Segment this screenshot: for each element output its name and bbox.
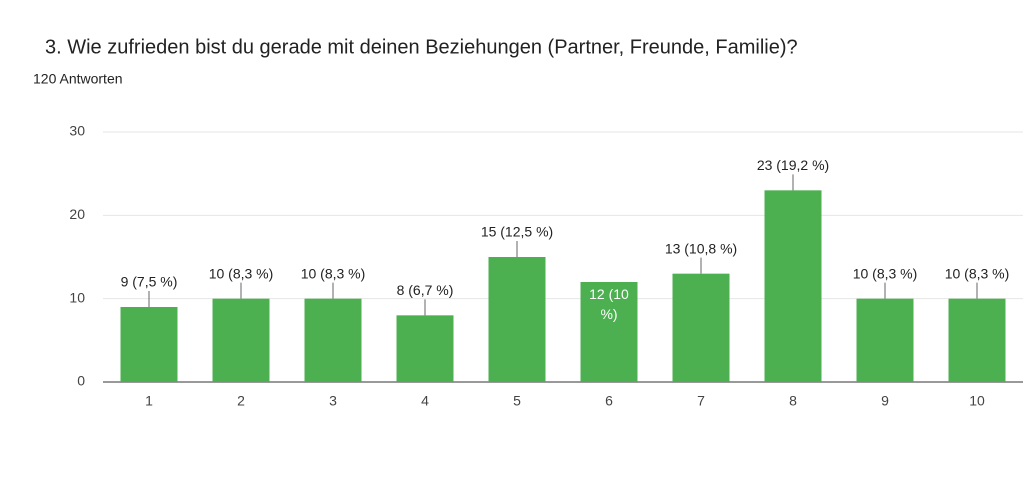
bar [672, 273, 730, 382]
x-tick-label: 5 [513, 393, 521, 409]
x-tick-label: 10 [969, 393, 985, 409]
x-tick-label: 4 [421, 393, 429, 409]
x-tick-label: 2 [237, 393, 245, 409]
value-label: 10 (8,3 %) [209, 265, 274, 281]
bar [580, 282, 638, 382]
value-label: 13 (10,8 %) [665, 240, 737, 256]
bar [212, 298, 270, 382]
x-tick-label: 8 [789, 393, 797, 409]
value-label: 10 (8,3 %) [945, 265, 1010, 281]
x-tick-label: 7 [697, 393, 705, 409]
bar [488, 257, 546, 382]
bar [120, 307, 178, 382]
value-label: 8 (6,7 %) [397, 282, 454, 298]
bar [764, 190, 822, 382]
value-label: 9 (7,5 %) [121, 274, 178, 290]
value-label-box: 12 (10 %) [589, 286, 629, 322]
y-tick-label: 30 [69, 123, 85, 139]
value-label: 15 (12,5 %) [481, 224, 553, 240]
x-tick-label: 3 [329, 393, 337, 409]
value-label: 10 (8,3 %) [301, 265, 366, 281]
value-label: 12 (10 %) [589, 286, 629, 322]
y-tick-label: 20 [69, 206, 85, 222]
chart-subtitle: 120 Antworten [33, 71, 123, 87]
chart-title: 3. Wie zufrieden bist du gerade mit dein… [45, 36, 798, 58]
y-tick-label: 0 [77, 373, 85, 389]
bar [396, 315, 454, 382]
bar [304, 298, 362, 382]
x-tick-label: 6 [605, 393, 613, 409]
value-label: 10 (8,3 %) [853, 265, 918, 281]
x-tick-label: 1 [145, 393, 153, 409]
x-tick-label: 9 [881, 393, 889, 409]
bar [856, 298, 914, 382]
bar [948, 298, 1006, 382]
y-tick-label: 10 [69, 289, 85, 305]
value-label: 23 (19,2 %) [757, 157, 829, 173]
